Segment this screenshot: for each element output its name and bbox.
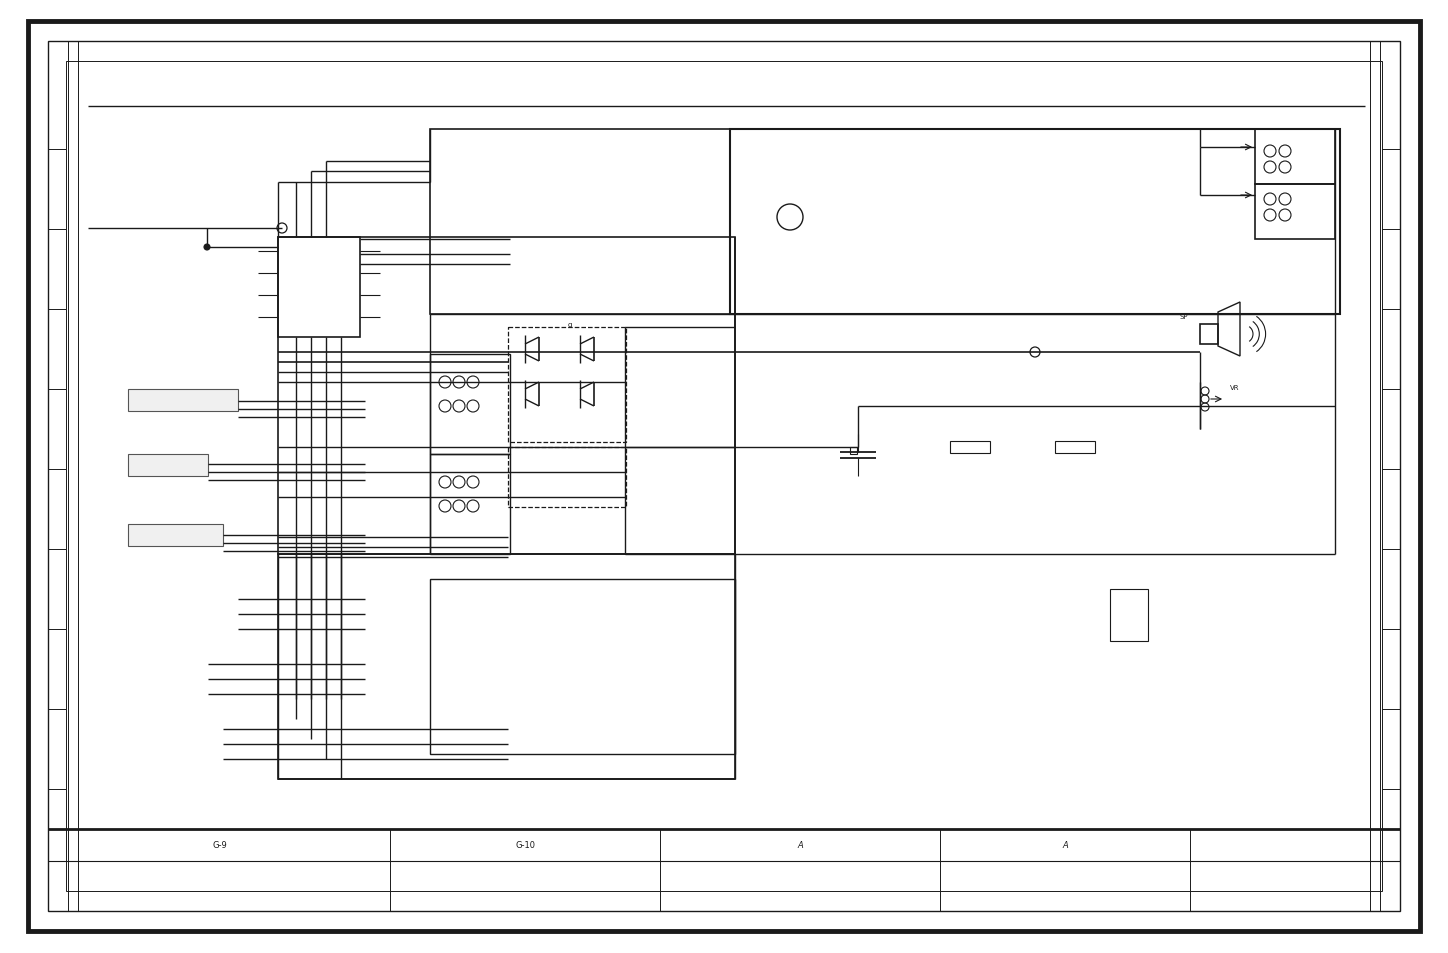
Bar — [1200, 325, 1218, 345]
Bar — [127, 524, 223, 546]
Bar — [278, 555, 736, 780]
Text: q: q — [568, 322, 572, 328]
Text: A: A — [798, 841, 802, 850]
Bar — [1056, 441, 1095, 454]
Bar — [430, 355, 510, 455]
Bar — [730, 130, 1339, 314]
Bar — [430, 130, 1339, 314]
Text: VR: VR — [1229, 385, 1239, 391]
Bar — [67, 62, 1381, 891]
Bar — [1111, 589, 1148, 641]
Bar — [1255, 185, 1335, 240]
Text: G-9: G-9 — [213, 841, 227, 850]
Bar — [430, 455, 510, 555]
Bar — [950, 441, 990, 454]
Text: SP: SP — [1180, 314, 1187, 319]
Bar — [430, 579, 736, 754]
Bar — [127, 390, 237, 412]
Bar — [1255, 130, 1335, 185]
Bar — [508, 328, 626, 442]
Circle shape — [204, 245, 210, 251]
Bar — [278, 237, 736, 555]
Text: G-10: G-10 — [515, 841, 534, 850]
Bar — [850, 448, 857, 455]
Bar — [127, 455, 209, 476]
Text: A: A — [1063, 841, 1067, 850]
Bar — [508, 448, 626, 507]
Bar — [278, 237, 361, 337]
